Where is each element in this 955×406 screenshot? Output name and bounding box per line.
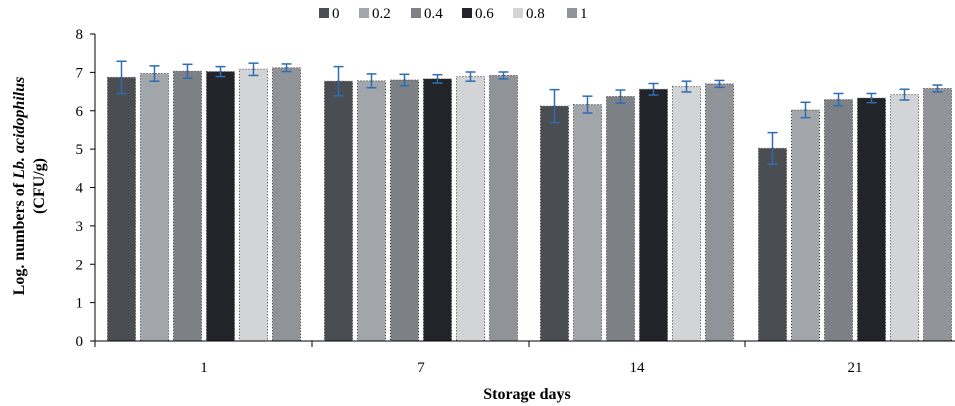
x-tick-label: 21 [848, 360, 863, 376]
bar [107, 76, 136, 342]
legend-label: 0.4 [424, 6, 443, 22]
y-tick-label: 4 [76, 181, 84, 197]
bar [890, 94, 919, 342]
y-tick-label: 0 [76, 334, 84, 350]
legend-label: 0.2 [372, 6, 391, 22]
legend-swatch [567, 8, 577, 18]
y-tick-label: 3 [76, 219, 84, 235]
y-axis-title-prefix: Log. numbers of [11, 179, 28, 295]
legend-label: 0.6 [475, 6, 494, 22]
bar [239, 68, 268, 342]
bar [140, 73, 169, 342]
y-axis-title-organism: Lb. acidophilus [11, 77, 28, 180]
bar [758, 147, 787, 342]
bar [573, 104, 602, 342]
y-tick-label: 6 [76, 104, 84, 120]
y-tick-label: 1 [76, 296, 84, 312]
legend-label: 1 [580, 6, 588, 22]
bar [791, 109, 820, 342]
bar [923, 87, 952, 342]
bar [173, 70, 202, 342]
bar [357, 80, 386, 342]
y-tick-label: 5 [76, 142, 84, 158]
y-axis-unit: (CFU/g) [31, 158, 48, 214]
bar [423, 78, 452, 342]
bar-series-group [107, 60, 952, 342]
x-axis: 1 7 14 21 [94, 340, 955, 376]
bar [456, 76, 485, 342]
legend: 0 0.2 0.4 0.6 0.8 1 [319, 6, 588, 22]
y-axis: 0 1 2 3 4 5 6 7 8 [76, 27, 96, 350]
bar [390, 79, 419, 342]
legend-swatch [462, 8, 472, 18]
bar [206, 71, 235, 342]
bar [824, 99, 853, 342]
bar [324, 80, 353, 342]
bar [606, 96, 635, 342]
legend-swatch [513, 8, 523, 18]
bar [857, 97, 886, 342]
bar [639, 88, 668, 342]
bar [672, 86, 701, 342]
x-tick-label: 14 [630, 360, 646, 376]
y-tick-label: 8 [76, 27, 84, 43]
x-tick-label: 1 [200, 360, 208, 376]
bar [272, 67, 301, 342]
x-tick-label: 7 [417, 360, 425, 376]
bar [540, 105, 569, 342]
bar [489, 74, 518, 342]
y-tick-label: 7 [76, 65, 84, 81]
y-axis-title: Log. numbers of Lb. acidophilus [11, 77, 28, 296]
x-axis-title: Storage days [483, 386, 571, 403]
legend-label: 0 [332, 6, 340, 22]
legend-swatch [411, 8, 421, 18]
legend-label: 0.8 [526, 6, 545, 22]
legend-swatch [359, 8, 369, 18]
legend-swatch [319, 8, 329, 18]
y-tick-label: 2 [76, 257, 84, 273]
bar [705, 83, 734, 342]
